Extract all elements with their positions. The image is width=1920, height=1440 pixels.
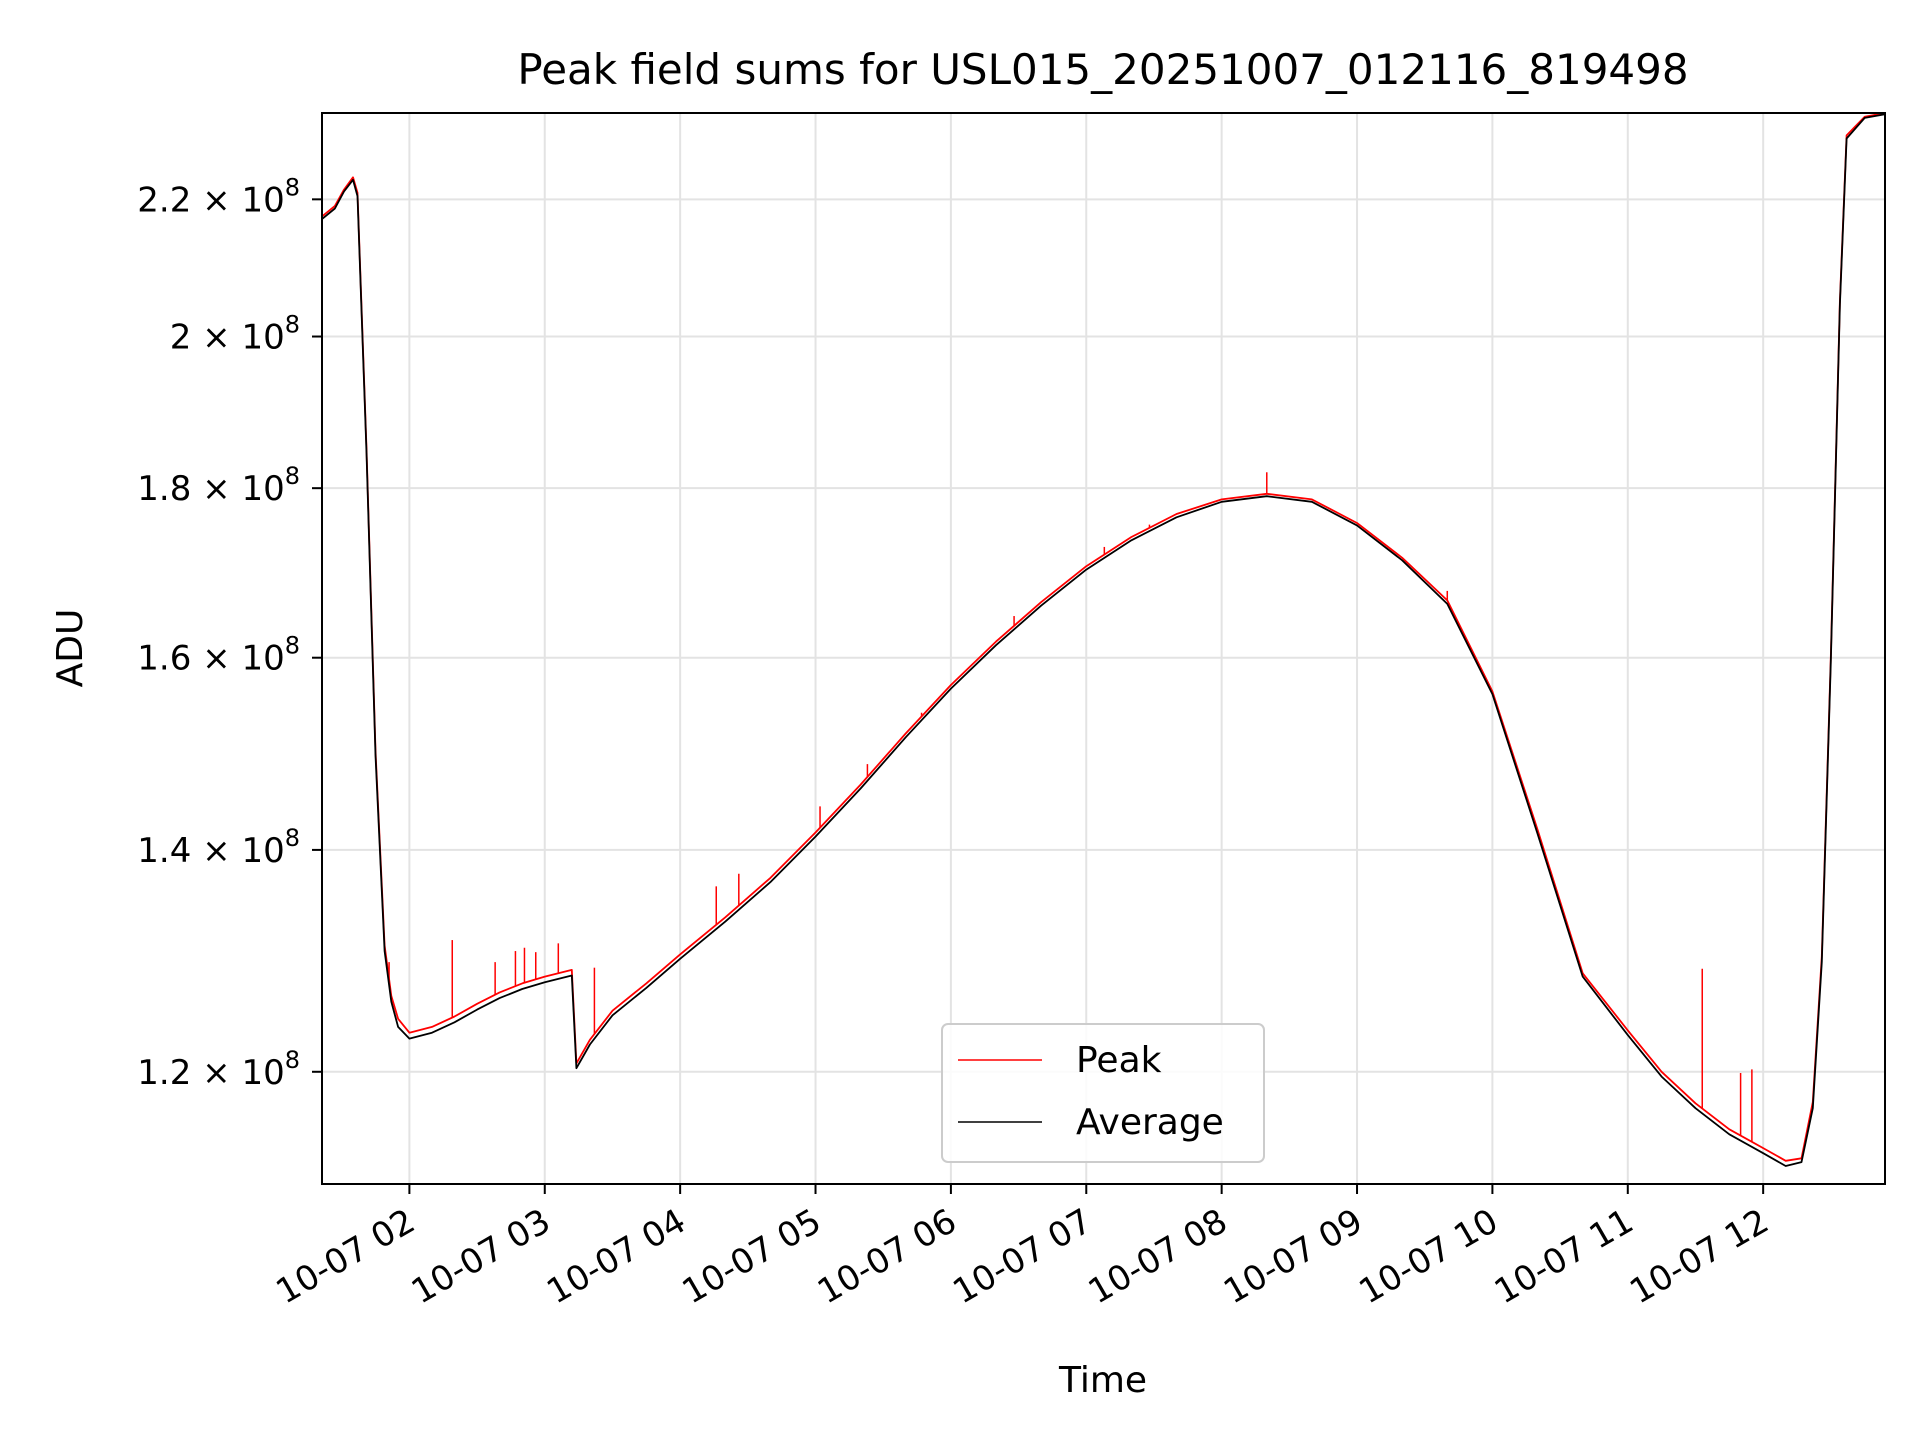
y-tick-mantissa: 1.4 [137,831,191,871]
x-axis-label: Time [1058,1360,1147,1401]
y-tick-exponent: 8 [285,824,300,852]
legend-box [941,1023,1265,1163]
y-tick-label: 1.8 × 108 [137,462,300,509]
y-tick-mantissa: 2.2 [137,180,191,220]
legend-peak-label: Peak [1076,1040,1162,1081]
y-tick-exponent: 8 [285,462,300,490]
y-tick-exponent: 8 [285,311,300,339]
y-axis-label: ADU [50,609,91,688]
y-tick-label: 1.2 × 108 [137,1046,300,1093]
y-tick-exponent: 8 [285,1046,300,1074]
y-tick-exponent: 8 [285,632,300,660]
y-tick-label: 1.4 × 108 [137,824,300,871]
y-tick-mantissa: 2 [170,318,192,358]
grid [322,113,1885,1184]
chart-title: Peak field sums for USL015_20251007_0121… [517,45,1688,94]
y-tick-mantissa: 1.2 [137,1053,191,1093]
y-tick-label: 2.2 × 108 [137,173,300,220]
y-axis: 1.2 × 108 1.4 × 108 1.6 × 108 1.8 × 108 2 × … [137,173,322,1093]
y-tick-label: 1.6 × 108 [137,632,300,679]
y-tick-mantissa: 1.6 [137,639,191,679]
y-tick-label: 2 × 108 [170,311,300,358]
series-layer [321,112,1886,1167]
y-tick-mantissa: 1.8 [137,469,191,509]
series-line-average [321,113,1886,1167]
plot-frame [321,112,1886,1185]
legend-average-label: Average [1076,1102,1224,1143]
y-tick-exponent: 8 [285,173,300,201]
series-line-peak [321,112,1886,1162]
legend: Peak Average [941,1023,1265,1163]
